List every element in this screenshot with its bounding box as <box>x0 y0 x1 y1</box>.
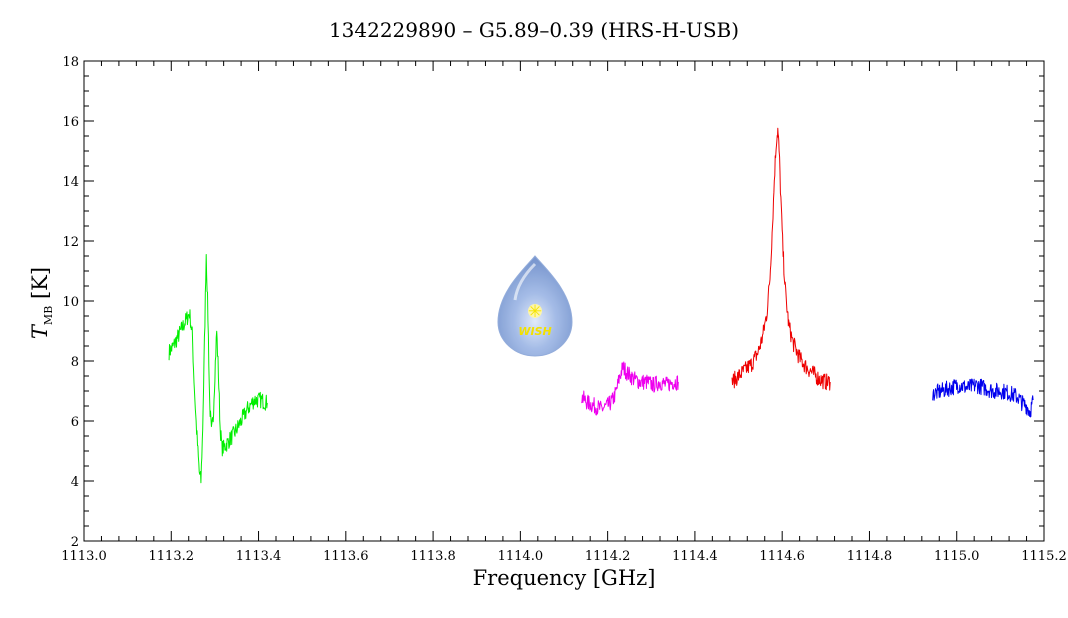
wish-logo-highlight <box>513 262 537 301</box>
x-tick-label: 1113.8 <box>410 549 456 564</box>
x-tick-label: 1115.0 <box>934 549 980 564</box>
y-axis-label-symbol: T <box>28 325 52 340</box>
y-axis-label-subscript: MB <box>42 305 56 326</box>
y-axis-label-unit: [K] <box>28 266 52 300</box>
x-tick-label: 1114.8 <box>847 549 893 564</box>
wish-logo-text: WISH <box>518 325 551 338</box>
x-tick-label: 1114.0 <box>498 549 544 564</box>
y-axis-label: TMB [K] <box>25 233 55 373</box>
wish-logo-star-glow <box>528 304 542 318</box>
x-tick-label: 1113.2 <box>149 549 195 564</box>
x-tick-label: 1114.4 <box>672 549 718 564</box>
y-tick-label: 8 <box>71 355 79 370</box>
wish-logo-star: ✳ <box>528 302 542 322</box>
x-tick-label: 1115.2 <box>1021 549 1067 564</box>
series-line-3 <box>731 127 831 391</box>
y-tick-label: 12 <box>62 235 79 250</box>
x-tick-label: 1113.6 <box>323 549 369 564</box>
y-tick-label: 18 <box>62 55 79 70</box>
series-line-4 <box>932 378 1034 418</box>
y-tick-label: 10 <box>62 295 79 310</box>
y-tick-label: 6 <box>71 415 79 430</box>
x-tick-label: 1113.4 <box>236 549 282 564</box>
series-line-2 <box>581 361 679 416</box>
x-tick-label: 1114.2 <box>585 549 631 564</box>
chart-title: 1342229890 – G5.89–0.39 (HRS-H-USB) <box>328 18 740 42</box>
y-tick-label: 4 <box>71 475 79 490</box>
x-axis-label: Frequency [GHz] <box>472 566 656 590</box>
x-tick-label: 1114.6 <box>759 549 805 564</box>
y-tick-label: 14 <box>62 175 79 190</box>
x-tick-label: 1113.0 <box>61 549 107 564</box>
y-tick-label: 16 <box>62 115 79 130</box>
y-tick-label: 2 <box>71 535 79 550</box>
series-line-1 <box>168 254 268 484</box>
